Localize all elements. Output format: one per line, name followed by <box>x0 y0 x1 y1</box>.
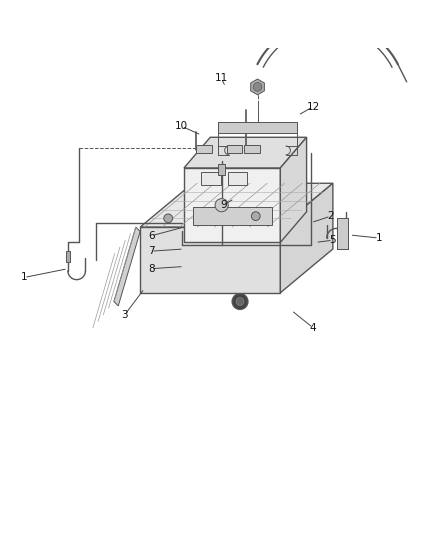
Bar <box>218 164 225 174</box>
Circle shape <box>251 212 260 221</box>
Text: 9: 9 <box>220 200 227 210</box>
Polygon shape <box>140 183 333 227</box>
Bar <box>228 172 247 185</box>
Text: 10: 10 <box>175 122 188 131</box>
Polygon shape <box>114 227 140 306</box>
Text: 1: 1 <box>21 272 28 282</box>
Text: 12: 12 <box>307 102 320 111</box>
Circle shape <box>232 294 248 310</box>
Text: 7: 7 <box>148 246 155 256</box>
Bar <box>193 207 272 225</box>
Text: 6: 6 <box>148 231 155 241</box>
Bar <box>196 145 212 152</box>
Text: 3: 3 <box>121 310 128 320</box>
Text: 4: 4 <box>310 323 317 333</box>
Polygon shape <box>218 122 297 133</box>
Text: 2: 2 <box>327 211 334 221</box>
Polygon shape <box>184 138 307 168</box>
Text: 1: 1 <box>375 233 382 243</box>
Bar <box>337 219 348 249</box>
Bar <box>66 251 70 262</box>
Text: 11: 11 <box>215 73 228 83</box>
Text: 8: 8 <box>148 264 155 273</box>
Circle shape <box>215 199 228 212</box>
Circle shape <box>164 214 173 223</box>
Polygon shape <box>140 227 280 293</box>
Circle shape <box>253 83 262 91</box>
Bar <box>244 145 260 152</box>
Text: 5: 5 <box>329 235 336 245</box>
Polygon shape <box>280 138 307 243</box>
Polygon shape <box>184 168 280 243</box>
Bar <box>227 145 242 152</box>
Bar <box>201 172 221 185</box>
Circle shape <box>236 297 244 305</box>
Polygon shape <box>251 79 265 95</box>
Polygon shape <box>280 183 333 293</box>
